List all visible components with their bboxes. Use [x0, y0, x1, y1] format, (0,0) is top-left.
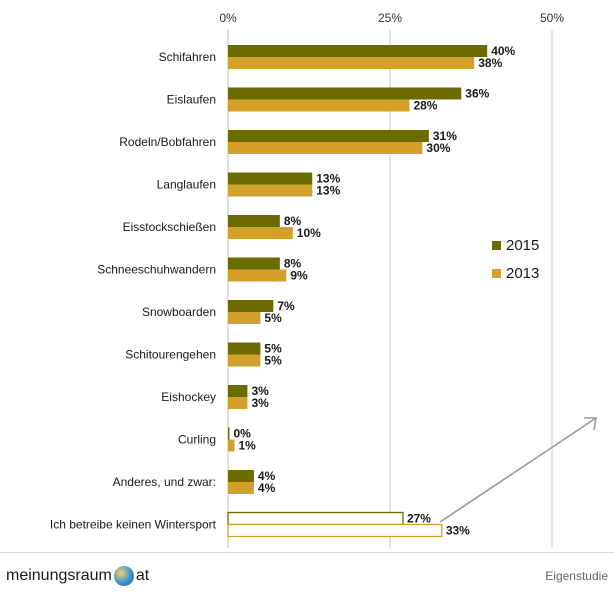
data-label: 4%	[258, 481, 276, 495]
footer-divider	[0, 552, 614, 553]
category-label: Eislaufen	[167, 93, 216, 107]
bar-chart: 0% 25% 50% Schifahren Eislaufen Rodeln/Bobfa…	[50, 11, 597, 548]
source-note: Eigenstudie	[545, 569, 608, 583]
data-label: 5%	[264, 311, 282, 325]
gridlines	[227, 30, 553, 548]
bar-2013	[228, 57, 475, 69]
data-label: 13%	[316, 172, 340, 186]
data-label: 36%	[465, 87, 489, 101]
bar-2013	[228, 354, 261, 367]
category-label: Eishockey	[161, 390, 216, 404]
bar-2015	[228, 130, 429, 142]
bar-2015	[228, 385, 248, 397]
legend-label: 2013	[506, 265, 539, 282]
data-label: 5%	[264, 354, 282, 368]
data-label: 40%	[491, 44, 515, 58]
x-axis-ticks: 0% 25% 50%	[219, 11, 564, 25]
data-label: 27%	[407, 512, 431, 526]
category-label: Curling	[178, 433, 216, 447]
data-label: 3%	[251, 396, 269, 410]
bar-2013	[228, 397, 248, 409]
legend-label: 2015	[506, 237, 539, 254]
bar-2015	[228, 257, 280, 270]
legend: 2015 2013	[492, 237, 539, 282]
category-label: Rodeln/Bobfahren	[119, 135, 216, 149]
bar-2013	[228, 227, 293, 239]
bar-2013	[228, 184, 313, 197]
data-label: 13%	[316, 184, 340, 198]
legend-swatch	[492, 269, 501, 278]
category-label: Anderes, und zwar:	[113, 475, 216, 489]
bar-2013	[228, 312, 261, 324]
legend-swatch	[492, 241, 501, 250]
bar-2013	[228, 269, 287, 282]
bar-2013	[228, 142, 423, 154]
data-label: 38%	[478, 56, 502, 70]
category-label: Ich betreibe keinen Wintersport	[50, 518, 217, 532]
category-label: Schifahren	[159, 50, 216, 64]
category-label: Schitourengehen	[125, 348, 216, 362]
category-label: Snowboarden	[142, 305, 216, 319]
data-label: 8%	[284, 214, 302, 228]
data-label: 4%	[258, 469, 276, 483]
data-label: 0%	[234, 427, 252, 441]
data-label: 28%	[413, 99, 437, 113]
data-label: 10%	[297, 226, 321, 240]
category-labels: Schifahren Eislaufen Rodeln/Bobfahren Langl…	[50, 50, 217, 532]
x-tick-label: 25%	[378, 11, 402, 25]
category-label: Langlaufen	[157, 178, 216, 192]
bar-2015	[227, 511, 404, 526]
data-label: 7%	[277, 299, 295, 313]
brand-domain: at	[135, 567, 150, 584]
data-label: 33%	[446, 524, 470, 538]
bar-2015	[228, 470, 254, 482]
bar-2013	[228, 439, 235, 452]
bars	[227, 45, 488, 538]
category-label: Schneeschuhwandern	[97, 263, 216, 277]
bar-2015	[228, 87, 462, 100]
globe-icon	[113, 566, 134, 586]
data-label: 1%	[238, 439, 256, 453]
x-tick-label: 0%	[219, 11, 237, 25]
bar-2015	[228, 427, 230, 440]
bar-2015	[228, 300, 274, 312]
data-label: 8%	[284, 257, 302, 271]
data-label: 30%	[426, 141, 450, 155]
bar-2015	[228, 215, 280, 227]
arrow-annotation	[439, 417, 597, 523]
data-label: 9%	[290, 269, 308, 283]
data-label: 31%	[433, 129, 457, 143]
bar-2013	[228, 99, 410, 112]
category-label: Eisstockschießen	[123, 220, 216, 234]
brand-logo: meinungsraum at	[6, 566, 149, 586]
data-label: 3%	[251, 384, 269, 398]
bar-2013	[227, 523, 443, 538]
bar-2015	[228, 342, 261, 355]
brand-name: meinungsraum	[6, 567, 112, 584]
bar-2015	[228, 172, 313, 185]
bar-2015	[228, 45, 488, 57]
x-tick-label: 50%	[540, 11, 564, 25]
bar-2013	[228, 482, 254, 494]
data-labels: 40%38%36%28%31%30%13%13%8%10%8%9%7%5%5%5…	[234, 44, 516, 538]
data-label: 5%	[264, 342, 282, 356]
